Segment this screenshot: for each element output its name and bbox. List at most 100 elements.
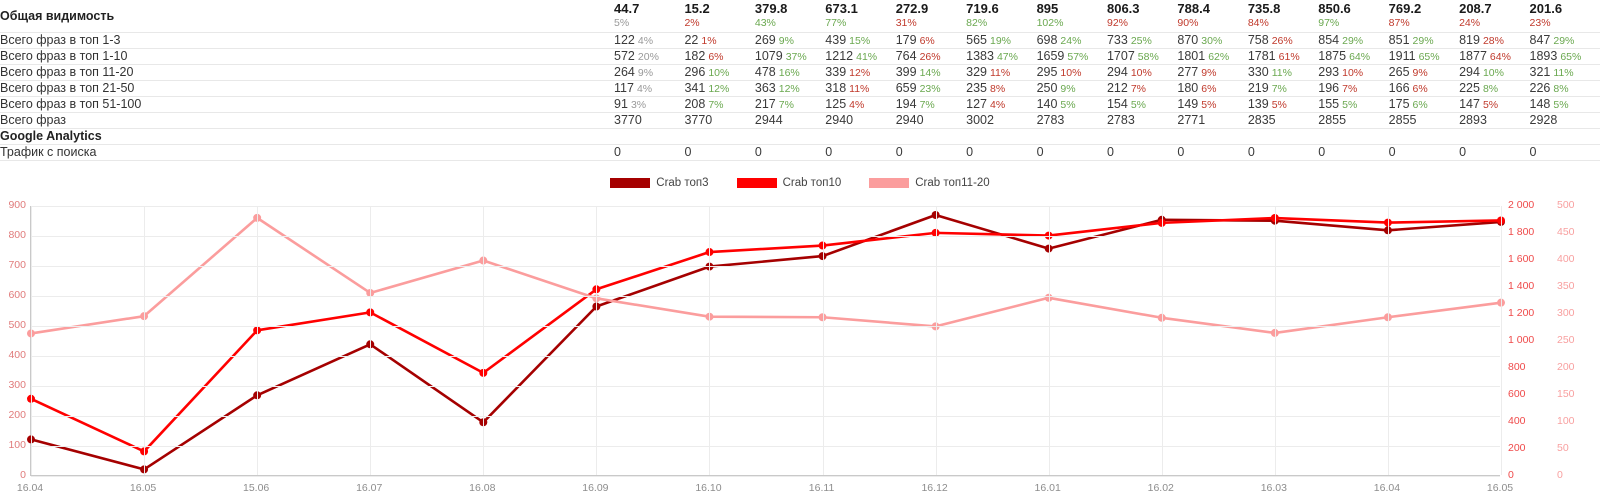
gridline-v xyxy=(1501,206,1502,475)
legend-label: Crab топ10 xyxy=(782,176,842,189)
cell-value: 321 xyxy=(1529,65,1551,79)
axis-tick-right2-4: 200 xyxy=(1557,361,1575,373)
cell-value: 208 xyxy=(684,97,706,111)
x-axis-label-1: 16.05 xyxy=(129,482,157,494)
gridline-v xyxy=(1387,206,1389,475)
cell-top-1-3-0: 122 4% xyxy=(614,32,685,49)
cell-percent: 58% xyxy=(1137,51,1159,63)
axis-tick-left-9: 900 xyxy=(8,199,26,211)
cell-value: 806.3 xyxy=(1106,1,1140,17)
legend-label: Crab топ11-20 xyxy=(915,176,990,189)
legend-item-1[interactable]: Crab топ10 xyxy=(736,176,842,189)
cell-percent: 15% xyxy=(849,35,871,47)
cell-value: 179 xyxy=(895,33,917,47)
cell-value: 1893 xyxy=(1529,49,1558,63)
cell-value: 293 xyxy=(1318,65,1340,79)
cell-value: 2940 xyxy=(825,113,854,127)
cell-top-51-100-4: 194 7% xyxy=(895,96,967,113)
cell-value: 2940 xyxy=(895,113,924,127)
cell-search-traffic-7: 0 xyxy=(1106,144,1178,161)
cell-value: 572 xyxy=(614,49,635,63)
cell-top-11-20-3: 339 12% xyxy=(825,64,896,81)
cell-search-traffic-1: 0 xyxy=(684,144,755,161)
gridline-v xyxy=(1048,206,1050,475)
cell-value: 330 xyxy=(1247,65,1269,79)
cell-value: 264 xyxy=(614,65,635,79)
cell-percent: 7% xyxy=(708,99,724,111)
cell-percent: 10% xyxy=(1342,67,1364,79)
cell-value: 659 xyxy=(895,81,917,95)
cell-percent: 4% xyxy=(637,35,654,47)
x-axis-label-10: 16.02 xyxy=(1147,482,1174,494)
cell-value: 154 xyxy=(1106,97,1128,111)
cell-google-analytics-2 xyxy=(754,128,826,145)
legend-item-2[interactable]: Crab топ11-20 xyxy=(869,176,990,189)
cell-visibility-3: 673.1 77% xyxy=(825,0,896,33)
cell-value: 769.2 xyxy=(1388,1,1422,17)
chart-plot-area xyxy=(27,206,1505,477)
cell-value: 2771 xyxy=(1177,113,1206,127)
cell-top-21-50-11: 166 6% xyxy=(1388,80,1460,97)
cell-google-analytics-3 xyxy=(825,128,896,145)
cell-percent: 5% xyxy=(1060,99,1076,111)
x-axis-label-4: 16.08 xyxy=(469,482,496,494)
cell-value: 0 xyxy=(1247,145,1255,159)
cell-percent: 5% xyxy=(1201,99,1217,111)
axis-tick-left-4: 400 xyxy=(8,349,26,361)
cell-top-1-10-0: 572 20% xyxy=(614,48,685,65)
cell-value: 0 xyxy=(614,145,621,159)
cell-value: 1877 xyxy=(1459,49,1487,63)
cell-value: 219 xyxy=(1247,81,1269,95)
cell-top-51-100-0: 91 3% xyxy=(614,96,685,113)
cell-value: 15.2 xyxy=(684,1,710,17)
cell-total-phrases-3: 2940 xyxy=(825,112,896,129)
axis-tick-right2-7: 350 xyxy=(1557,280,1575,292)
cell-percent: 87% xyxy=(1388,17,1410,30)
cell-total-phrases-9: 2835 xyxy=(1247,112,1319,129)
legend-swatch-icon xyxy=(610,177,651,188)
cell-percent: 29% xyxy=(1342,35,1364,47)
cell-value: 225 xyxy=(1459,81,1480,95)
cell-top-21-50-10: 196 7% xyxy=(1318,80,1389,97)
cell-top-51-100-7: 154 5% xyxy=(1106,96,1178,113)
x-axis-label-2: 15.06 xyxy=(243,482,270,494)
cell-percent: 6% xyxy=(1201,83,1217,95)
cell-visibility-13: 201.6 23% xyxy=(1529,0,1600,33)
gridline-v xyxy=(144,206,146,475)
cell-percent: 16% xyxy=(778,67,800,79)
axis-tick-left-7: 700 xyxy=(8,259,26,271)
cell-value: 895 xyxy=(1036,1,1059,17)
legend-item-0[interactable]: Crab топ3 xyxy=(610,177,709,189)
cell-top-1-3-12: 819 28% xyxy=(1459,32,1530,49)
cell-percent: 41% xyxy=(856,51,878,63)
cell-value: 1659 xyxy=(1036,49,1065,63)
cell-top-1-10-3: 1212 41% xyxy=(825,48,896,65)
cell-top-21-50-3: 318 11% xyxy=(825,80,896,97)
cell-percent: 77% xyxy=(825,17,847,30)
x-axis-label-3: 16.07 xyxy=(356,482,383,494)
cell-value: 1079 xyxy=(754,49,783,63)
cell-percent: 26% xyxy=(919,51,941,63)
axis-tick-right2-2: 100 xyxy=(1557,415,1575,427)
cell-top-1-3-9: 758 26% xyxy=(1247,32,1319,49)
cell-total-phrases-4: 2940 xyxy=(895,112,967,129)
cell-top-21-50-4: 659 23% xyxy=(895,80,967,97)
cell-percent: 92% xyxy=(1106,17,1128,30)
cell-value: 125 xyxy=(825,97,847,111)
cell-value: 250 xyxy=(1036,81,1058,95)
cell-value: 208.7 xyxy=(1459,1,1492,17)
cell-top-1-3-6: 698 24% xyxy=(1036,32,1107,49)
cell-google-analytics-7 xyxy=(1106,128,1178,145)
cell-top-1-3-7: 733 25% xyxy=(1106,32,1178,49)
cell-top-21-50-9: 219 7% xyxy=(1247,80,1319,97)
gridline-h xyxy=(31,476,1500,477)
x-axis-label-11: 16.03 xyxy=(1260,482,1287,494)
cell-value: 1801 xyxy=(1177,49,1206,63)
cell-percent: 14% xyxy=(919,67,941,79)
cell-percent: 82% xyxy=(966,17,988,30)
axis-tick-right1-4: 800 xyxy=(1508,361,1526,373)
cell-top-21-50-13: 226 8% xyxy=(1529,80,1600,97)
cell-value: 149 xyxy=(1177,97,1199,111)
cell-percent: 7% xyxy=(1342,83,1358,95)
